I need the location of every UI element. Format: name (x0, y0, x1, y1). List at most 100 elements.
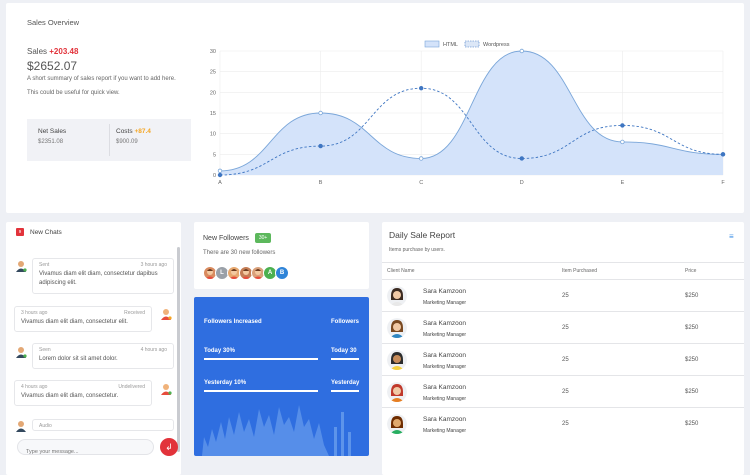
message-time: 4 hours ago (140, 347, 167, 353)
costs-value: $900.09 (116, 139, 138, 145)
price-value: $250 (685, 421, 699, 427)
y-tick-label: 0 (213, 173, 216, 179)
x-tick-label: A (218, 180, 222, 186)
x-tick-label: D (520, 180, 524, 186)
table-row[interactable]: Sara Kamzoon Marketing Manager 25 $250 (382, 279, 744, 311)
client-name: Sara Kamzoon (423, 352, 466, 359)
data-point (418, 156, 424, 161)
y-tick-label: 15 (210, 111, 216, 117)
y-tick-label: 25 (210, 70, 216, 76)
summary-text-2: This could be useful for quick view. (27, 90, 120, 96)
data-point (318, 143, 323, 149)
table-row[interactable]: Sara Kamzoon Marketing Manager 25 $250 (382, 375, 744, 407)
items-purchased: 25 (562, 293, 569, 299)
client-avatar-icon (387, 414, 407, 434)
series-line-wordpress (219, 87, 724, 176)
summary-text: A short summary of sales report if you w… (27, 76, 176, 82)
sales-delta: +203.48 (49, 47, 79, 56)
chat-input-wrapper (17, 439, 154, 459)
price-value: $250 (685, 357, 699, 363)
client-avatar-icon (387, 382, 407, 402)
yesterday-stat: Yesterday 10% (204, 380, 247, 386)
message-time: 4 hours ago (21, 384, 48, 390)
data-point (519, 48, 524, 54)
table-row[interactable]: Sara Kamzoon Marketing Manager 25 $250 (382, 407, 744, 439)
data-point (720, 152, 726, 157)
net-sales-metric: Net Sales $2351.08 (38, 128, 66, 145)
menu-icon[interactable]: ≡ (729, 232, 734, 241)
yesterday-stat-right: Yesterday (331, 380, 360, 386)
yesterday-progress (204, 390, 318, 392)
chat-message[interactable]: 3 hours ago Received Vivamus diam elit di… (14, 306, 152, 333)
client-role: Marketing Manager (423, 396, 467, 402)
message-time: 3 hours ago (21, 310, 48, 316)
follower-avatar[interactable]: B (275, 266, 289, 280)
send-button[interactable]: ↲ (160, 438, 178, 456)
sales-value: $2652.07 (27, 59, 78, 73)
chat-message-input[interactable] (18, 445, 153, 459)
client-name: Sara Kamzoon (423, 288, 466, 295)
followers-subtitle: There are 30 new followers (203, 250, 276, 256)
series-area-html (220, 51, 723, 175)
client-role: Marketing Manager (423, 364, 467, 370)
message-status: Sent (39, 262, 50, 268)
message-text: Vivamus diam elit diam, consectetur dapi… (39, 271, 158, 287)
table-row[interactable]: Sara Kamzoon Marketing Manager 25 $250 (382, 311, 744, 343)
x-tick-label: B (319, 180, 323, 186)
legend-label-html: HTML (443, 42, 458, 48)
costs-metric: Costs +87.4 $900.09 (116, 128, 151, 145)
items-purchased: 25 (562, 357, 569, 363)
followers-increased-title: Followers Increased (204, 319, 262, 325)
table-row[interactable]: Sara Kamzoon Marketing Manager 25 $250 (382, 343, 744, 375)
send-icon: ↲ (165, 442, 173, 452)
user-avatar-icon (161, 309, 172, 320)
data-point (620, 123, 625, 128)
costs-delta: +87.4 (134, 128, 151, 135)
message-status: Seen (39, 347, 51, 353)
data-point (519, 156, 524, 161)
message-status: Undelivered (118, 384, 145, 390)
costs-label-line: Costs +87.4 (116, 128, 151, 135)
followers-title-right: Followers (331, 319, 360, 325)
chat-message[interactable]: Seen 4 hours ago Lorem dolor sit sit amet… (32, 343, 174, 370)
client-role: Marketing Manager (423, 300, 467, 306)
report-subtitle: Items purchase by users. (389, 247, 445, 253)
sales-overview-title: Sales Overview (27, 18, 80, 27)
chat-message[interactable]: Sent 3 hours ago Vivamus diam elit diam, … (32, 258, 174, 294)
data-point (620, 139, 625, 145)
client-avatar-icon (387, 318, 407, 338)
data-point (217, 172, 223, 178)
message-text: Vivamus diam elit diam, consectetur elit… (21, 319, 128, 325)
message-status: Received (124, 310, 145, 316)
yesterday-progress-right (331, 390, 359, 392)
y-tick-label: 10 (210, 132, 216, 138)
today-progress-right (331, 358, 359, 360)
data-point (217, 168, 223, 174)
follower-avatar[interactable] (203, 266, 217, 280)
client-role: Marketing Manager (423, 332, 467, 338)
message-status: Audio (39, 423, 52, 429)
data-point (418, 86, 424, 91)
chats-header: 9 New Chats (16, 228, 62, 236)
legend-swatch-html (424, 40, 440, 48)
column-header-price: Price (685, 268, 697, 274)
items-purchased: 25 (562, 421, 569, 427)
message-text: Lorem dolor sit sit amet dolor. (39, 356, 118, 362)
sales-label-line: Sales +203.48 (27, 47, 78, 56)
metrics-box: Net Sales $2351.08 Costs +87.4 $900.09 (27, 119, 191, 161)
client-name: Sara Kamzoon (423, 320, 466, 327)
message-time: 3 hours ago (140, 262, 167, 268)
chats-count-badge: 9 (16, 228, 24, 236)
today-stat-right: Today 30 (331, 348, 357, 354)
chat-message[interactable]: 4 hours ago Undelivered Vivamus diam elit… (14, 380, 152, 407)
client-name: Sara Kamzoon (423, 416, 466, 423)
x-tick-label: C (419, 180, 423, 186)
followers-stats-card: Followers Increased Followers Today 30% … (194, 297, 369, 456)
items-purchased: 25 (562, 389, 569, 395)
user-avatar-icon (16, 421, 26, 432)
chat-message[interactable]: Audio (32, 419, 174, 431)
chats-scrollbar[interactable] (177, 247, 180, 452)
followers-header: New Followers 30+ (203, 233, 272, 243)
net-sales-value: $2351.08 (38, 139, 64, 145)
followers-badge: 30+ (254, 233, 272, 243)
